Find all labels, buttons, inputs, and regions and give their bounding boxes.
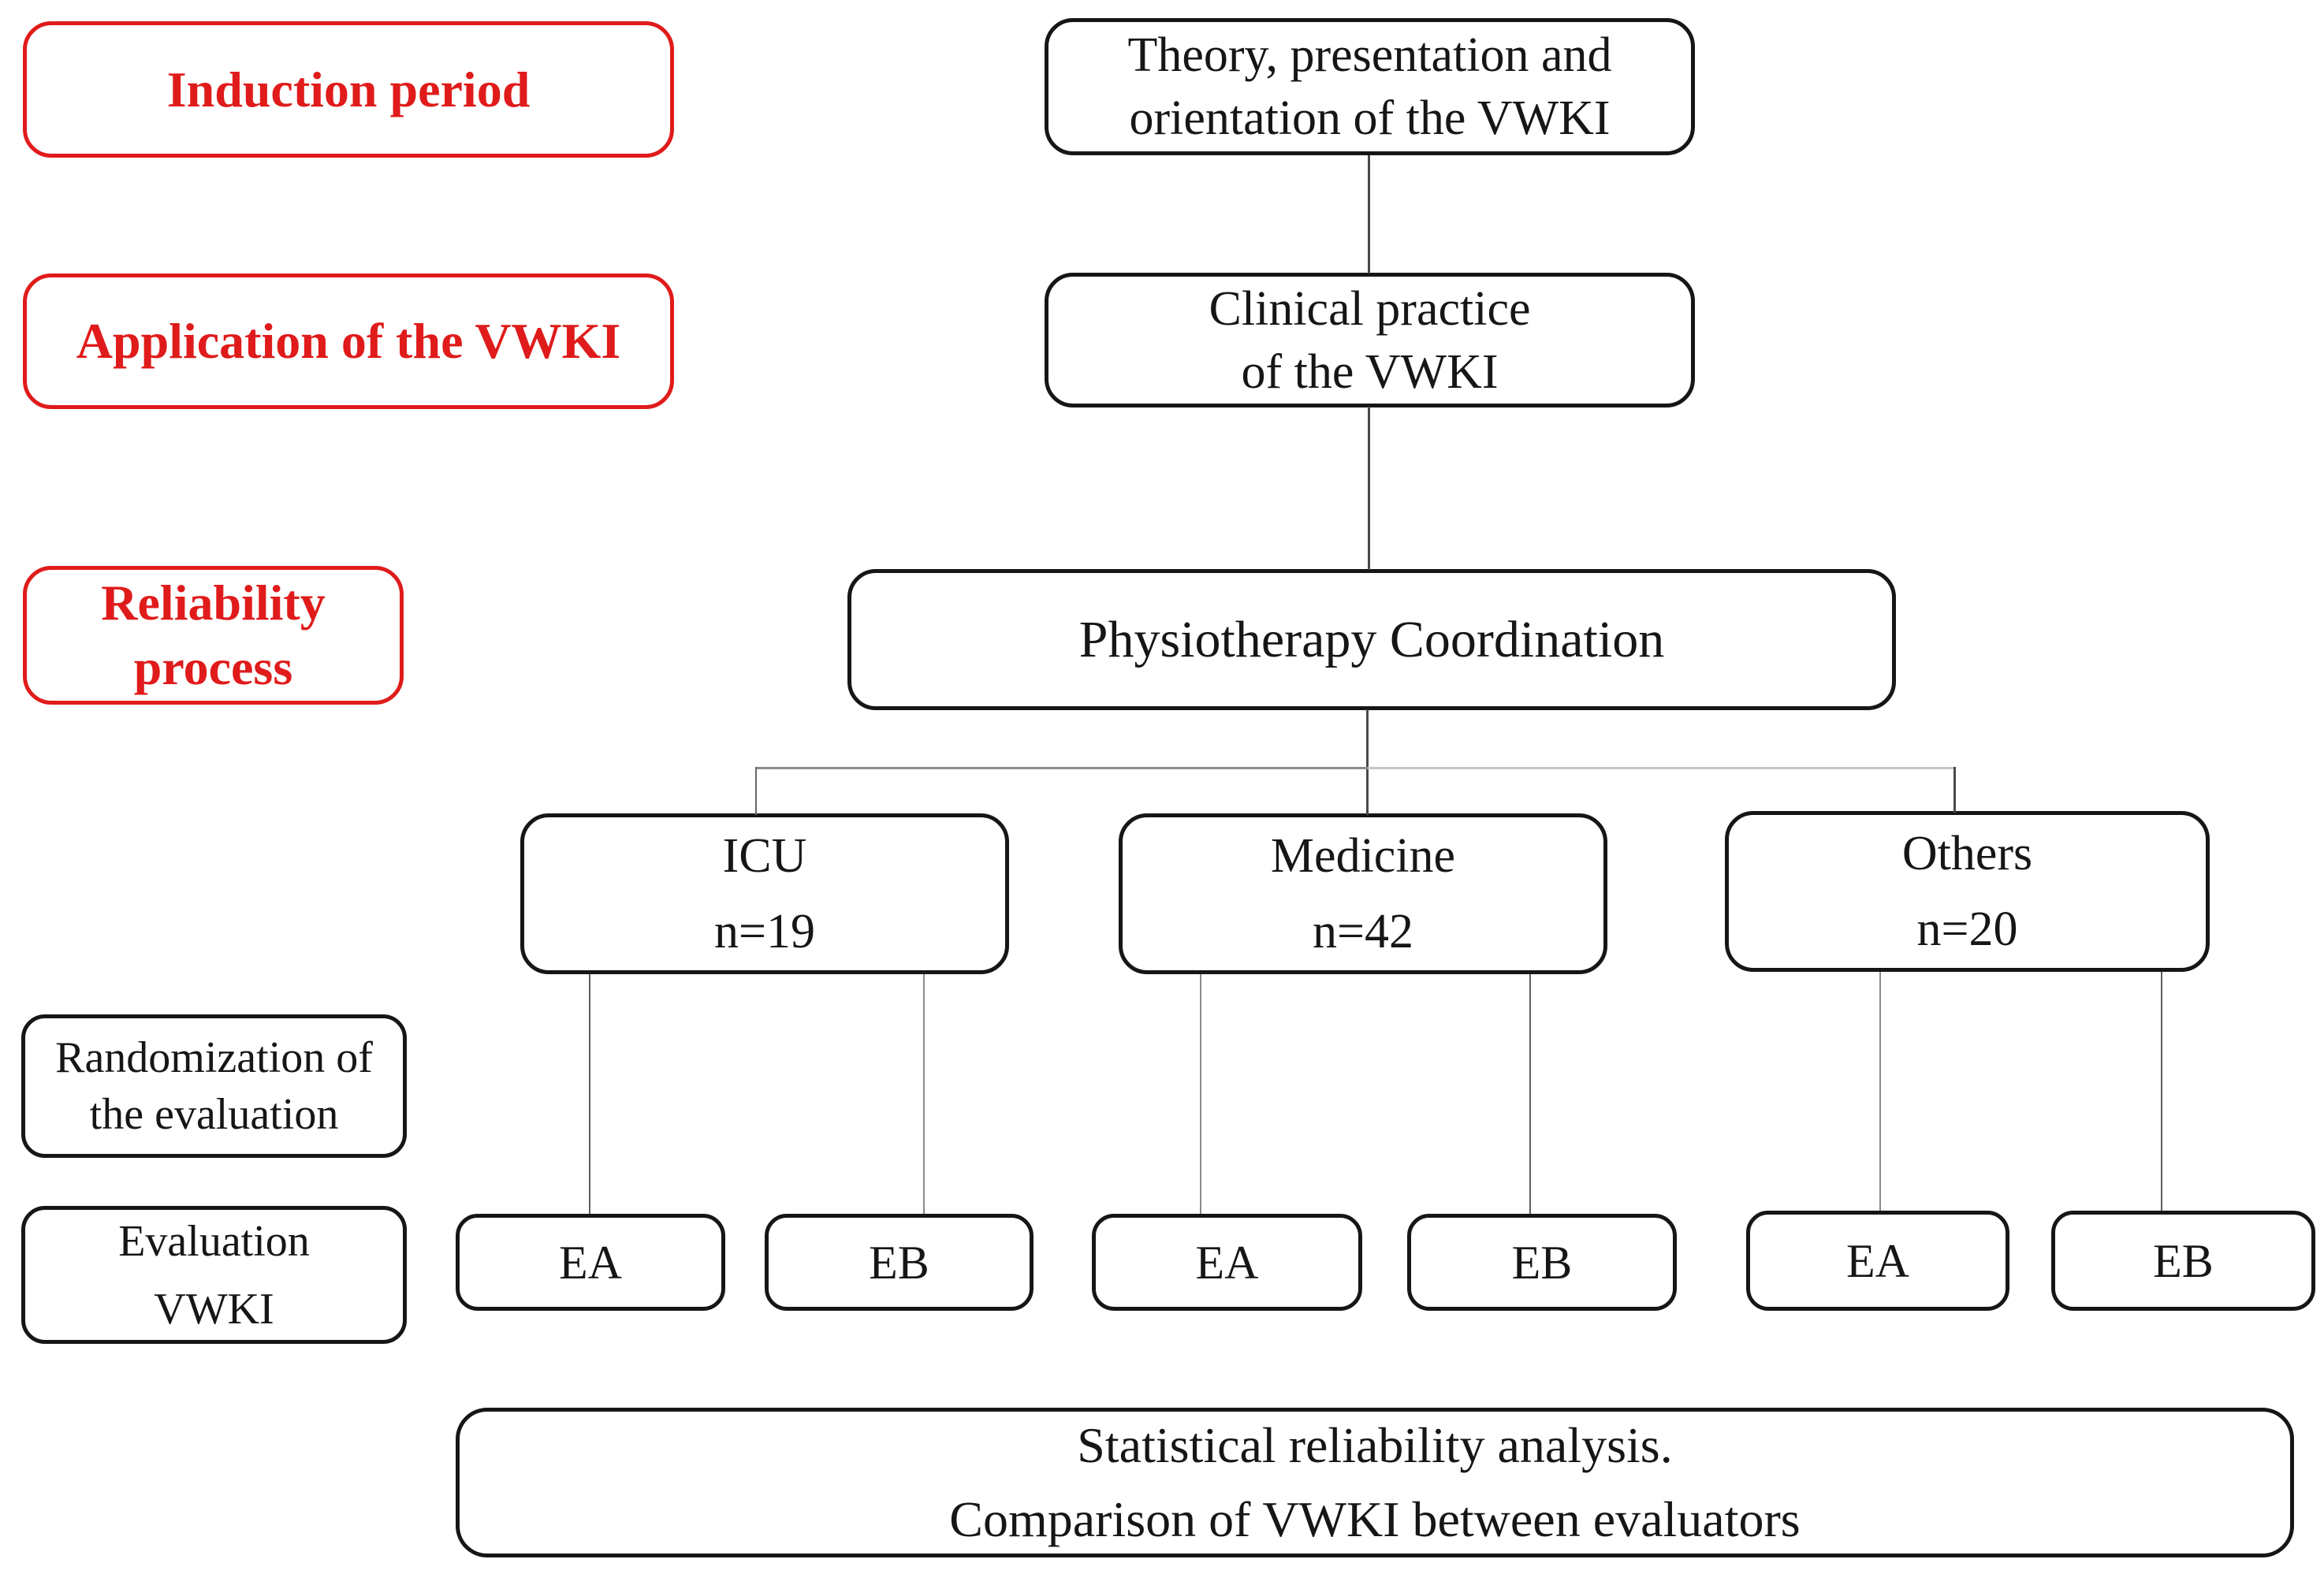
- connector-icu-to-eb: [923, 974, 925, 1214]
- stage-label-evaluation-line1: Evaluation: [118, 1216, 310, 1266]
- stage-label-application-text: Application of the VWKI: [76, 313, 621, 369]
- icu-ea-text: EA: [559, 1236, 622, 1289]
- node-others-ea: EA: [1746, 1211, 2009, 1311]
- branch-icu-n: n=19: [714, 905, 815, 958]
- stage-label-reliability-line1: Reliability: [101, 575, 326, 631]
- node-statistical-analysis: Statistical reliability analysis. Compar…: [456, 1408, 2294, 1557]
- others-eb-text: EB: [2153, 1234, 2214, 1287]
- node-icu-ea: EA: [456, 1214, 725, 1311]
- node-icu-eb: EB: [765, 1214, 1034, 1311]
- branch-medicine-n: n=42: [1313, 905, 1413, 958]
- node-theory-presentation: Theory, presentation and orientation of …: [1045, 18, 1695, 155]
- connector-medicine-to-ea: [1200, 974, 1201, 1214]
- connector-others-to-ea: [1879, 972, 1881, 1211]
- others-ea-text: EA: [1846, 1234, 1909, 1287]
- node-clinical-line1: Clinical practice: [1209, 281, 1531, 336]
- node-theory-line1: Theory, presentation and: [1127, 28, 1612, 82]
- connector-theory-to-clinical: [1368, 155, 1370, 273]
- stage-label-randomization-line2: the evaluation: [89, 1090, 339, 1139]
- connector-icu-to-ea: [589, 974, 590, 1214]
- stage-label-induction-period: Induction period: [23, 21, 674, 158]
- branch-others-n: n=20: [1916, 902, 2018, 956]
- connector-medicine-to-eb: [1529, 974, 1531, 1214]
- stage-label-application-vwki: Application of the VWKI: [23, 273, 674, 409]
- node-others-eb: EB: [2051, 1211, 2315, 1311]
- node-medicine-eb: EB: [1407, 1214, 1677, 1311]
- node-clinical-practice: Clinical practice of the VWKI: [1045, 273, 1695, 407]
- node-branch-others: Others n=20: [1725, 811, 2210, 972]
- branch-icu-name: ICU: [722, 829, 807, 883]
- stage-label-randomization-line1: Randomization of: [55, 1033, 373, 1082]
- stage-label-reliability-process: Reliability process: [23, 566, 404, 705]
- connector-branch-bar-left: [755, 767, 1368, 769]
- medicine-eb-text: EB: [1511, 1236, 1573, 1289]
- connector-branch-bar-right: [1368, 767, 1955, 769]
- connector-bar-to-others: [1953, 767, 1956, 813]
- node-medicine-ea: EA: [1092, 1214, 1362, 1311]
- stage-label-randomization: Randomization of the evaluation: [21, 1014, 407, 1158]
- stage-label-evaluation-vwki: Evaluation VWKI: [21, 1206, 407, 1344]
- node-clinical-line2: of the VWKI: [1241, 344, 1499, 399]
- branch-others-name: Others: [1901, 827, 2033, 880]
- icu-eb-text: EB: [869, 1236, 929, 1289]
- connector-clinical-to-coordination: [1368, 407, 1370, 570]
- node-branch-medicine: Medicine n=42: [1119, 813, 1607, 974]
- statistics-line1: Statistical reliability analysis.: [1077, 1417, 1673, 1473]
- stage-label-induction-text: Induction period: [166, 61, 531, 117]
- node-branch-icu: ICU n=19: [520, 813, 1009, 974]
- connector-others-to-eb: [2161, 972, 2162, 1211]
- stage-label-evaluation-line2: VWKI: [154, 1284, 274, 1334]
- stage-label-reliability-line2: process: [133, 639, 293, 695]
- branch-medicine-name: Medicine: [1270, 829, 1456, 883]
- connector-bar-to-icu: [755, 767, 757, 815]
- statistics-line2: Comparison of VWKI between evaluators: [949, 1491, 1801, 1547]
- node-physiotherapy-coordination: Physiotherapy Coordination: [847, 569, 1896, 710]
- node-coordination-text: Physiotherapy Coordination: [1078, 610, 1665, 668]
- node-theory-line2: orientation of the VWKI: [1129, 91, 1611, 145]
- medicine-ea-text: EA: [1195, 1236, 1259, 1289]
- connector-coordination-to-medicine: [1366, 709, 1369, 815]
